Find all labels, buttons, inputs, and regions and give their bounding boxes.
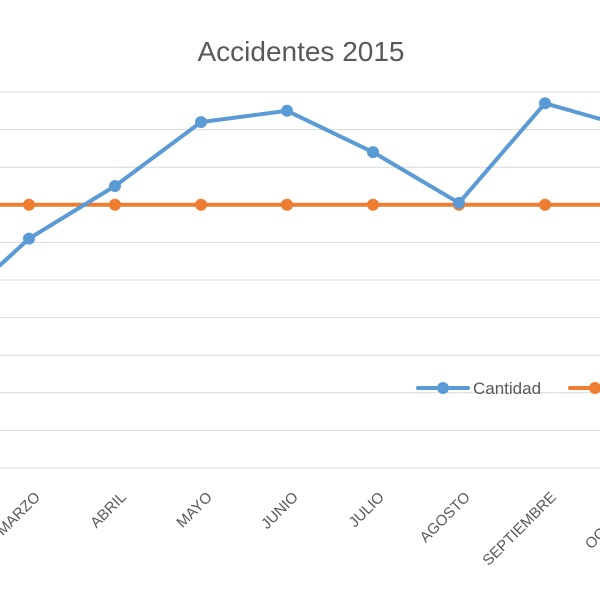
x-tick-label: JULIO [346,489,388,531]
data-point-cantidad [109,180,121,192]
data-point-cantidad [195,116,207,129]
data-point-second [23,198,35,211]
x-tick-label: MARZO [0,489,44,539]
x-tick-label: SEPTIEMBRE [479,489,559,569]
x-tick-label: JUNIO [258,489,302,533]
data-point-cantidad [23,232,35,245]
x-tick-label: OCTUBRE [582,489,600,553]
series-cantidad [0,97,600,268]
gridlines [0,91,600,469]
x-tick-label: ABRIL [87,489,130,532]
legend-second-series-marker [589,382,600,394]
data-point-second [195,198,207,211]
data-point-cantidad [453,196,465,209]
x-tick-label: MAYO [173,489,215,531]
series-cantidad-line [0,101,600,268]
legend: Cantidad [416,379,600,398]
data-point-cantidad [539,97,551,110]
data-point-second [109,198,121,211]
data-point-cantidad [281,104,293,117]
legend-cantidad-label: Cantidad [473,379,541,398]
series-layer [0,97,600,268]
x-tick-label: AGOSTO [417,489,474,546]
x-axis-ticks: MARZO ABRIL MAYO JUNIO JULIO AGOSTO SEPTIEMBRE… [0,489,600,569]
data-point-second [367,198,379,211]
data-point-second [281,198,293,211]
data-point-cantidad [367,146,379,159]
chart-title: Accidentes 2015 [197,36,404,67]
data-point-second [539,198,551,211]
legend-cantidad-marker [437,382,449,394]
